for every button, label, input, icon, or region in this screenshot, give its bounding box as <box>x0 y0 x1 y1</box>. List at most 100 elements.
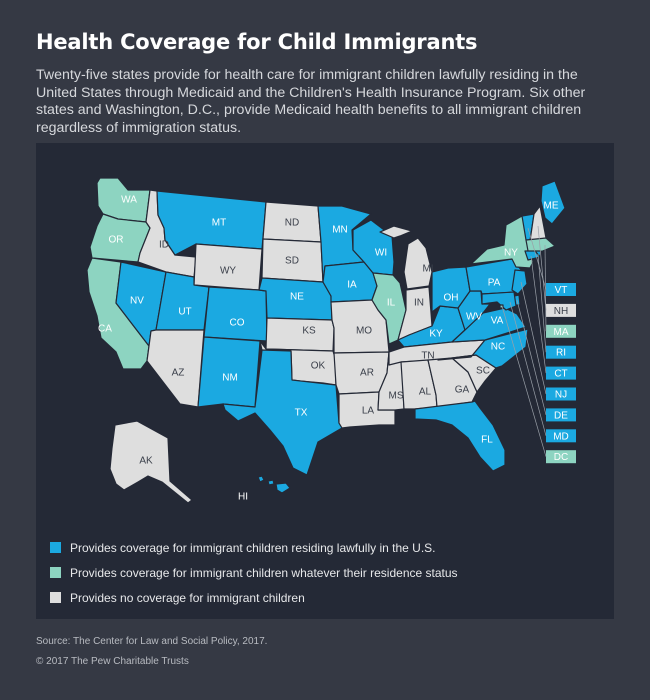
state-label-il: IL <box>387 298 396 309</box>
state-ak <box>109 420 193 504</box>
state-label-nv: NV <box>130 296 144 307</box>
state-label-ok: OK <box>311 361 326 372</box>
state-callout-nh: NH <box>546 303 576 317</box>
legend-label-none: Provides no coverage for immigrant child… <box>70 591 305 605</box>
state-label-mo: MO <box>356 326 372 337</box>
state-label-me: ME <box>544 201 559 212</box>
legend-swatch-lawful <box>50 542 61 553</box>
state-label-va: VA <box>491 316 504 327</box>
state-ct <box>524 250 541 261</box>
state-callout-box-md <box>546 429 576 443</box>
state-label-ms: MS <box>389 391 404 402</box>
state-co <box>203 286 268 342</box>
state-label-ak: AK <box>139 456 153 467</box>
state-callout-label-nj: NJ <box>555 390 567 401</box>
state-label-pa: PA <box>488 278 501 289</box>
copyright-note: © 2017 The Pew Charitable Trusts <box>36 656 189 667</box>
state-label-ky: KY <box>429 329 443 340</box>
state-oh <box>431 266 471 313</box>
state-label-nd: ND <box>285 218 299 229</box>
state-label-ks: KS <box>302 326 316 337</box>
state-tx <box>222 349 343 476</box>
legend-swatch-all <box>50 567 61 578</box>
state-callout-ri: RI <box>546 345 576 359</box>
state-callout-label-md: MD <box>553 431 569 442</box>
state-label-oh: OH <box>444 293 459 304</box>
state-label-mi: MI <box>422 264 433 275</box>
state-callout-box-nh <box>546 303 576 317</box>
state-label-ia: IA <box>347 280 357 291</box>
state-label-id: ID <box>159 240 169 251</box>
state-label-or: OR <box>109 235 124 246</box>
state-callout-label-ma: MA <box>554 327 569 338</box>
state-label-ut: UT <box>178 307 191 318</box>
state-callout-de: DE <box>546 408 576 422</box>
state-label-nm: NM <box>222 373 238 384</box>
state-label-wa: WA <box>121 195 137 206</box>
state-label-la: LA <box>362 406 375 417</box>
state-callout-box-vt <box>546 283 576 296</box>
state-callout-leader-ct <box>530 255 547 374</box>
legend-swatch-none <box>50 592 61 603</box>
state-label-ga: GA <box>455 385 470 396</box>
state-label-ny: NY <box>504 248 518 259</box>
page-subtitle: Twenty-five states provide for health ca… <box>36 67 586 136</box>
state-label-wv: WV <box>466 312 482 323</box>
state-label-sd: SD <box>285 256 299 267</box>
state-label-ca: CA <box>98 324 112 335</box>
state-callout-label-dc: DC <box>554 452 568 463</box>
state-mi <box>379 225 433 290</box>
state-callout-leader-nj <box>520 281 547 395</box>
state-label-ne: NE <box>290 292 304 303</box>
state-callout-label-de: DE <box>554 410 568 421</box>
state-callout-ct: CT <box>546 366 576 380</box>
state-callout-label-vt: VT <box>555 285 568 296</box>
state-callout-label-nh: NH <box>554 306 568 317</box>
state-label-in: IN <box>414 298 424 309</box>
state-callout-box-nj <box>546 387 576 401</box>
state-me <box>540 180 566 225</box>
state-callout-leader-ri <box>537 253 547 353</box>
source-note: Source: The Center for Law and Social Po… <box>36 636 268 647</box>
state-hi <box>257 475 291 494</box>
state-callout-leader-md <box>509 301 547 436</box>
state-label-az: AZ <box>172 368 185 379</box>
state-label-mt: MT <box>212 218 226 229</box>
state-callout-box-ma <box>546 324 576 338</box>
state-callout-leader-dc <box>501 305 547 457</box>
state-callout-label-ri: RI <box>556 348 566 359</box>
state-callout-label-ct: CT <box>554 369 567 380</box>
legend-label-lawful: Provides coverage for immigrant children… <box>70 541 436 555</box>
state-callout-dc: DC <box>546 450 576 464</box>
legend-label-all: Provides coverage for immigrant children… <box>70 566 458 580</box>
state-label-mn: MN <box>332 225 348 236</box>
state-callout-leader-de <box>516 299 547 415</box>
state-md <box>481 291 517 311</box>
state-callout-ma: MA <box>546 324 576 338</box>
state-label-co: CO <box>230 318 245 329</box>
state-il <box>371 272 407 345</box>
state-fl <box>414 400 506 472</box>
state-callout-md: MD <box>546 429 576 443</box>
state-callout-box-ri <box>546 345 576 359</box>
state-label-wy: WY <box>220 266 236 277</box>
state-callout-vt: VT <box>546 283 576 296</box>
state-callout-leader-ma <box>544 244 547 332</box>
state-nj <box>511 269 528 295</box>
state-label-fl: FL <box>481 435 493 446</box>
state-ma <box>525 237 556 253</box>
state-callout-box-de <box>546 408 576 422</box>
state-label-wi: WI <box>375 248 387 259</box>
state-callout-nj: NJ <box>546 387 576 401</box>
state-va <box>451 307 527 343</box>
state-label-sc: SC <box>476 366 490 377</box>
state-label-nc: NC <box>491 342 505 353</box>
state-callout-box-dc <box>546 450 576 464</box>
state-ks <box>265 317 335 352</box>
state-label-ar: AR <box>360 368 374 379</box>
page-title: Health Coverage for Child Immigrants <box>36 30 478 54</box>
state-label-tx: TX <box>295 408 308 419</box>
state-label-tn: TN <box>421 351 434 362</box>
state-label-al: AL <box>419 387 432 398</box>
